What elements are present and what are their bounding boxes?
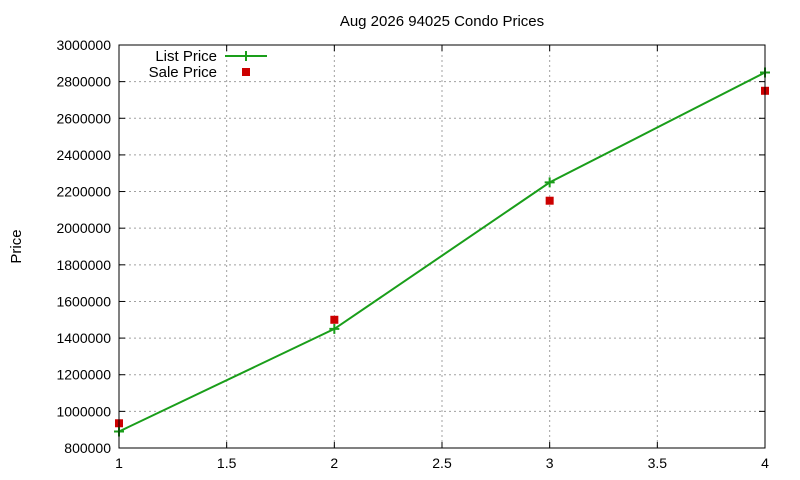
y-tick-label: 1200000 <box>56 367 111 383</box>
y-tick-label: 2800000 <box>56 74 111 90</box>
y-tick-label: 800000 <box>64 440 111 456</box>
y-tick-label: 2000000 <box>56 220 111 236</box>
chart-title: Aug 2026 94025 Condo Prices <box>340 13 544 30</box>
y-axis-ticks: 800000 1000000 1200000 1400000 1600000 180000… <box>56 37 765 456</box>
y-tick-label: 2200000 <box>56 184 111 200</box>
x-axis-ticks: 1 1.5 2 2.5 3 3.5 4 <box>115 45 769 471</box>
x-tick-label: 3.5 <box>648 455 668 471</box>
y-tick-label: 1000000 <box>56 403 111 419</box>
sale-price-point <box>330 315 339 324</box>
x-tick-label: 2 <box>330 455 338 471</box>
y-tick-label: 2600000 <box>56 110 111 126</box>
list-price-line <box>118 71 766 433</box>
x-tick-label: 1 <box>115 455 123 471</box>
legend-label: Sale Price <box>149 64 217 81</box>
x-tick-label: 1.5 <box>217 455 237 471</box>
plot-frame <box>118 44 766 449</box>
y-tick-label: 1800000 <box>56 257 111 273</box>
y-tick-label: 3000000 <box>56 37 111 53</box>
sale-price-point <box>545 196 554 205</box>
legend-swatch-marker <box>242 68 250 76</box>
grid <box>119 45 765 448</box>
legend-swatch-marker <box>241 51 251 61</box>
list-price-point <box>544 177 555 188</box>
legend-label: List Price <box>155 48 217 65</box>
y-tick-label: 1400000 <box>56 330 111 346</box>
x-tick-label: 3 <box>546 455 554 471</box>
x-tick-label: 4 <box>761 455 769 471</box>
y-tick-label: 1600000 <box>56 293 111 309</box>
x-tick-label: 2.5 <box>432 455 452 471</box>
y-tick-label: 2400000 <box>56 147 111 163</box>
y-axis-label: Price <box>8 229 25 263</box>
list-price-point <box>329 323 340 334</box>
